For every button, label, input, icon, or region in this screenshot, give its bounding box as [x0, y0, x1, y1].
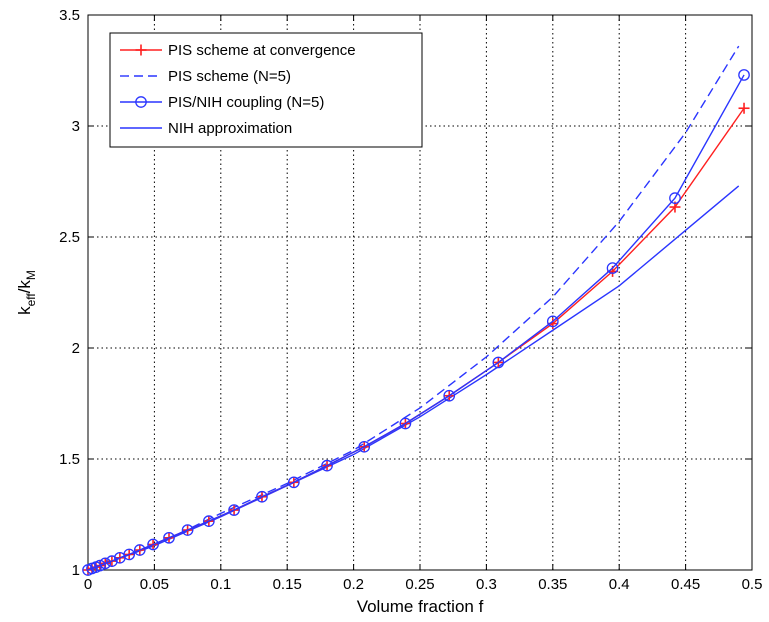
y-tick-label: 3.5 [59, 7, 80, 24]
circle-marker [147, 538, 159, 551]
y-tick-label: 2 [72, 340, 80, 357]
y-axis-label: keff/kM [15, 270, 38, 315]
circle-marker [287, 476, 300, 489]
circle-marker [202, 515, 215, 528]
circle-marker [94, 559, 106, 572]
legend-entry: PIS/NIH coupling (N=5) [120, 94, 324, 111]
legend-label: PIS scheme (N=5) [168, 68, 291, 85]
circle-marker [738, 69, 750, 81]
legend-label: NIH approximation [168, 120, 292, 137]
legend-entry: PIS scheme at convergence [120, 42, 356, 59]
circle-marker [399, 417, 412, 430]
circle-marker [443, 389, 456, 402]
circle-marker [181, 524, 194, 536]
y-label-sub2: M [24, 270, 38, 280]
circle-marker [492, 356, 505, 369]
y-label-sep: /k [15, 280, 34, 294]
series-layer [82, 45, 750, 576]
x-tick-label: 0.25 [405, 576, 434, 593]
axis-ticks: 0 0.05 0.1 0.15 0.2 0.25 0.3 0.35 0.4 0.45 0.5 1 1.5… [59, 7, 762, 593]
x-tick-label: 0.5 [742, 576, 763, 593]
circle-marker [669, 192, 681, 204]
circle-marker [606, 262, 619, 274]
legend-entry: PIS scheme (N=5) [120, 68, 291, 85]
y-tick-label: 2.5 [59, 229, 80, 246]
legend-label: PIS/NIH coupling (N=5) [168, 94, 324, 111]
series-line [87, 185, 740, 571]
x-tick-label: 0.2 [343, 576, 364, 593]
circle-marker [358, 440, 371, 453]
series-line [87, 45, 740, 571]
x-tick-label: 0.1 [210, 576, 231, 593]
x-axis-label: Volume fraction f [357, 597, 484, 616]
circle-marker [228, 504, 240, 516]
y-label-base: k [15, 306, 34, 315]
x-tick-label: 0 [84, 576, 92, 593]
series-0 [82, 102, 750, 576]
series-2 [82, 69, 750, 576]
circle-marker [163, 531, 175, 544]
legend: PIS scheme at convergence PIS scheme (N=5… [109, 32, 423, 148]
series-1 [87, 45, 740, 571]
x-tick-label: 0.4 [609, 576, 630, 593]
series-3 [87, 185, 740, 571]
legend-entry: NIH approximation [120, 120, 292, 137]
y-tick-label: 3 [72, 118, 80, 135]
x-tick-label: 0.45 [671, 576, 700, 593]
legend-marker [135, 96, 147, 108]
x-tick-label: 0.3 [476, 576, 497, 593]
x-tick-label: 0.35 [538, 576, 567, 593]
y-tick-label: 1.5 [59, 451, 80, 468]
circle-marker [546, 315, 559, 328]
legend-label: PIS scheme at convergence [168, 42, 356, 59]
circle-marker [99, 557, 112, 570]
plus-marker [738, 102, 750, 114]
y-label-sub1: eff [24, 293, 38, 307]
circle-marker [321, 459, 333, 472]
x-tick-label: 0.05 [140, 576, 169, 593]
series-line [87, 107, 745, 571]
x-tick-label: 0.15 [273, 576, 302, 593]
circle-marker [256, 490, 268, 503]
circle-marker [123, 548, 136, 561]
series-line [87, 74, 745, 571]
legend-marker [135, 44, 147, 56]
circle-marker [133, 544, 146, 556]
y-tick-label: 1 [72, 562, 80, 579]
circle-marker [106, 555, 118, 567]
